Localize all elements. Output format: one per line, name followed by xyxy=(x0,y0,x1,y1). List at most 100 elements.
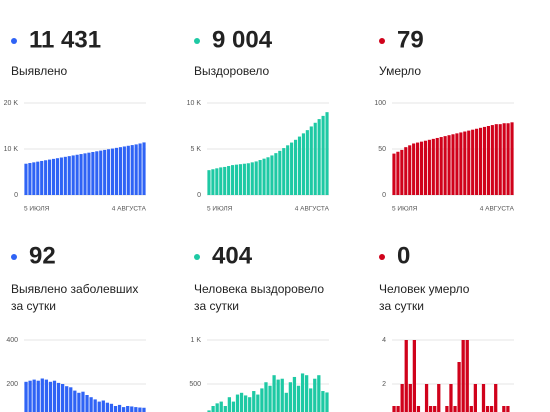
bar xyxy=(457,362,461,412)
bar xyxy=(424,384,429,412)
bar xyxy=(288,382,292,412)
bar xyxy=(85,395,89,412)
y-tick-label: 5 K xyxy=(190,146,201,153)
bar xyxy=(59,157,63,195)
bar xyxy=(305,375,309,412)
bar xyxy=(122,146,126,195)
bullet xyxy=(11,38,17,44)
bar xyxy=(89,397,93,412)
bar xyxy=(258,160,262,195)
bar xyxy=(427,139,431,195)
bar xyxy=(223,406,227,412)
bar xyxy=(305,130,309,195)
bar xyxy=(300,373,305,412)
bar xyxy=(431,138,435,195)
y-tick-label: 4 xyxy=(382,337,386,344)
bar xyxy=(252,391,256,412)
bar xyxy=(485,406,490,412)
bar xyxy=(67,156,71,195)
bar xyxy=(101,400,105,412)
bar xyxy=(404,147,408,195)
bar xyxy=(447,135,451,195)
bar xyxy=(75,154,79,195)
card-label: Человек умерло xyxy=(379,282,470,296)
bar xyxy=(234,164,239,195)
bar xyxy=(105,402,109,412)
bar xyxy=(114,147,119,195)
bar xyxy=(238,164,243,195)
y-tick-label: 10 K xyxy=(187,100,202,107)
y-tick-label: 20 K xyxy=(4,100,19,107)
bar xyxy=(469,406,473,412)
x-tick-label: 5 ИЮЛЯ xyxy=(24,206,50,213)
bar xyxy=(40,378,44,412)
card-label: за сутки xyxy=(11,299,56,313)
bar xyxy=(396,151,400,195)
card-label: Выздоровело xyxy=(194,64,270,78)
bar xyxy=(239,392,244,412)
y-tick-label: 200 xyxy=(6,381,18,388)
bar xyxy=(412,340,416,412)
bar xyxy=(433,406,437,412)
bar xyxy=(412,143,416,195)
card-label: Выявлено заболевших xyxy=(11,282,138,296)
bar xyxy=(400,384,404,412)
bar xyxy=(24,163,28,195)
bar xyxy=(268,385,272,412)
bar xyxy=(242,163,246,195)
bar xyxy=(292,376,297,412)
bar xyxy=(36,161,40,195)
bullet xyxy=(379,254,385,260)
bar xyxy=(510,122,514,195)
bar xyxy=(126,406,130,412)
bar xyxy=(109,403,114,412)
bar xyxy=(301,133,305,195)
bar xyxy=(107,149,111,195)
y-tick-label: 0 xyxy=(14,192,18,199)
bar xyxy=(317,375,321,412)
bar xyxy=(211,406,215,412)
bar xyxy=(48,159,52,195)
bar xyxy=(272,375,276,412)
bar xyxy=(296,385,301,412)
bar xyxy=(81,391,85,412)
y-tick-label: 100 xyxy=(374,100,386,107)
bar xyxy=(506,406,510,412)
y-tick-label: 10 K xyxy=(4,146,19,153)
bar xyxy=(416,406,421,412)
bar xyxy=(91,151,95,195)
bar xyxy=(235,394,240,412)
bar xyxy=(250,162,254,195)
bar xyxy=(453,406,457,412)
bar xyxy=(244,395,248,412)
bar xyxy=(254,161,258,195)
bar xyxy=(408,145,412,195)
bar xyxy=(400,149,404,195)
bar xyxy=(256,394,260,412)
bar xyxy=(471,129,475,195)
bar xyxy=(498,124,502,195)
bar xyxy=(97,401,101,412)
bar xyxy=(83,153,87,195)
x-tick-label: 5 ИЮЛЯ xyxy=(207,206,233,213)
bar xyxy=(282,148,286,195)
bar xyxy=(506,123,510,195)
bar xyxy=(260,388,264,412)
bar xyxy=(110,148,115,195)
y-tick-label: 500 xyxy=(189,381,201,388)
bar xyxy=(461,340,465,412)
bar xyxy=(113,406,118,412)
bar xyxy=(117,404,122,412)
headline-number: 9 004 xyxy=(212,26,273,53)
bar xyxy=(465,340,469,412)
bar xyxy=(79,154,83,195)
bar xyxy=(481,384,486,412)
bar xyxy=(286,145,290,195)
bar xyxy=(28,380,32,412)
bar xyxy=(61,384,65,412)
bar xyxy=(130,406,134,412)
bar xyxy=(494,384,498,412)
bar xyxy=(459,132,463,195)
bar xyxy=(215,168,219,195)
